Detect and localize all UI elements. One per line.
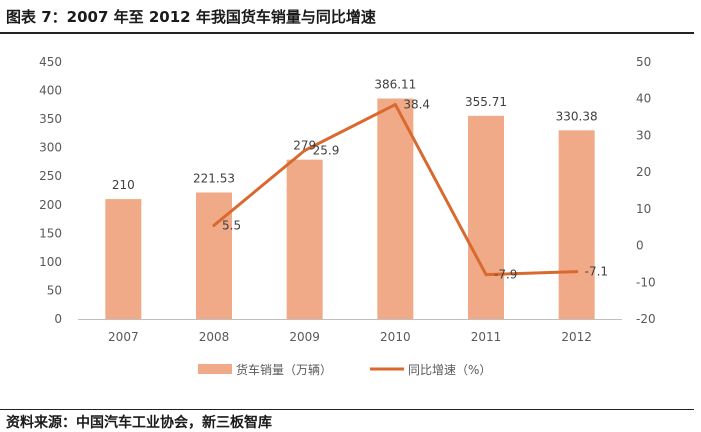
y-left-tick-label: 450 — [39, 55, 62, 69]
bar — [377, 98, 414, 320]
bar-value-label: 221.53 — [193, 171, 235, 185]
line-value-label: 38.4 — [403, 98, 430, 112]
y-right-tick-label: 0 — [636, 239, 644, 253]
bar-series — [105, 98, 595, 320]
line-value-label: -7.1 — [585, 265, 608, 279]
x-tick-label: 2012 — [561, 330, 592, 344]
x-tick-label: 2007 — [108, 330, 139, 344]
figure-title: 图表 7：2007 年至 2012 年我国货车销量与同比增速 — [6, 8, 376, 26]
legend: 货车销量（万辆） 同比增速（%） — [198, 362, 491, 377]
bottom-rule — [0, 409, 694, 410]
y-right-tick-label: 50 — [636, 55, 651, 69]
bar — [468, 115, 504, 319]
bar-value-label: 355.71 — [465, 95, 507, 109]
top-rule — [0, 32, 694, 34]
line-point — [393, 103, 397, 107]
bar-value-label: 279 — [293, 139, 316, 153]
x-tick-label: 2011 — [471, 330, 502, 344]
source-note: 资料来源：中国汽车工业协会，新三板智库 — [6, 415, 272, 431]
y-left-tick-label: 250 — [39, 169, 62, 183]
line-series — [212, 103, 579, 277]
y-right-tick-label: 40 — [636, 92, 651, 106]
bar-value-label: 386.11 — [374, 77, 416, 91]
y-left-tick-label: 0 — [54, 312, 62, 326]
bar-value-label: 330.38 — [556, 109, 598, 123]
line-point — [575, 270, 579, 274]
legend-bar-swatch — [198, 364, 232, 374]
y-left-tick-label: 100 — [39, 255, 62, 269]
legend-line-label: 同比增速（%） — [408, 363, 491, 377]
y-right-tick-label: -20 — [636, 312, 656, 326]
y-left-tick-label: 350 — [39, 112, 62, 126]
line-point — [484, 273, 488, 277]
y-left-tick-label: 200 — [39, 198, 62, 212]
line-point — [212, 223, 216, 227]
line-value-label: -7.9 — [494, 268, 517, 282]
bar — [105, 199, 142, 319]
line-value-label: 5.5 — [222, 218, 241, 232]
line-point — [303, 148, 307, 152]
x-tick-label: 2010 — [380, 330, 411, 344]
legend-bar-label: 货车销量（万辆） — [236, 362, 332, 377]
x-tick-label: 2008 — [199, 330, 230, 344]
y-left-tick-label: 300 — [39, 141, 62, 155]
bar — [558, 130, 595, 319]
x-tick-label: 2009 — [289, 330, 320, 344]
y-right-tick-label: -10 — [636, 275, 656, 289]
y-right-tick-label: 10 — [636, 202, 651, 216]
bar-value-label: 210 — [112, 178, 135, 192]
data-labels: 210 221.53 279 386.11 355.71 330.38 5.5 25.9 38.… — [112, 77, 608, 281]
bar — [196, 192, 232, 319]
y-left-tick-label: 50 — [47, 283, 62, 297]
y-left-tick-label: 400 — [39, 84, 62, 98]
axes: 0 50 100 150 200 250 300 350 400 450 -20 -10 0 10 20 30… — [39, 55, 656, 344]
bar — [286, 159, 323, 319]
y-right-tick-label: 20 — [636, 165, 651, 179]
y-left-tick-label: 150 — [39, 226, 62, 240]
line-value-label: 25.9 — [313, 143, 340, 157]
y-right-tick-label: 30 — [636, 128, 651, 142]
